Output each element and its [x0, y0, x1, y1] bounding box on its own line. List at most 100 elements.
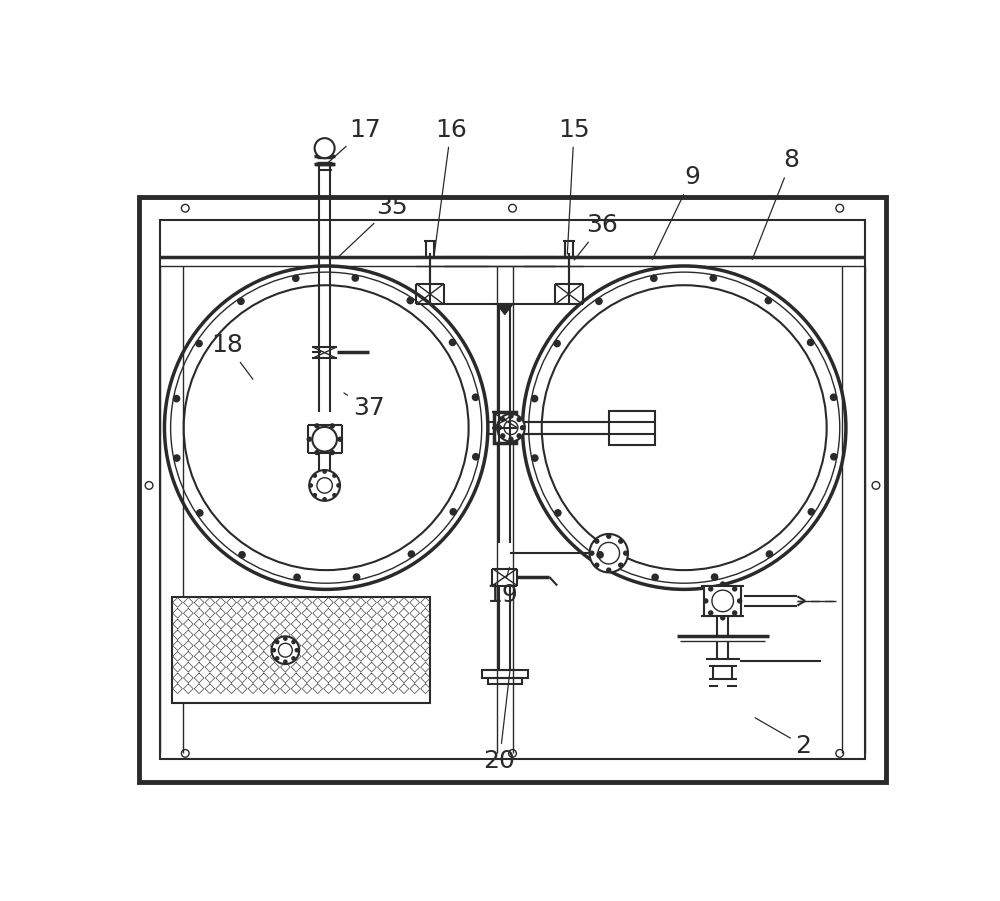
- Circle shape: [765, 296, 772, 305]
- Circle shape: [807, 339, 814, 346]
- Bar: [609, 411, 655, 444]
- Circle shape: [520, 425, 525, 431]
- Circle shape: [542, 286, 827, 570]
- Circle shape: [623, 551, 628, 556]
- Circle shape: [351, 274, 359, 282]
- Circle shape: [554, 509, 562, 517]
- Circle shape: [292, 275, 300, 282]
- Text: 16: 16: [434, 118, 467, 254]
- Circle shape: [497, 414, 525, 441]
- Text: 9: 9: [652, 166, 700, 259]
- Text: 2: 2: [755, 718, 812, 758]
- Bar: [482, 670, 528, 678]
- Circle shape: [314, 450, 320, 455]
- Text: 20: 20: [483, 671, 515, 773]
- Circle shape: [237, 297, 245, 305]
- Circle shape: [606, 533, 611, 539]
- Circle shape: [606, 568, 611, 573]
- Circle shape: [271, 648, 276, 652]
- Circle shape: [184, 286, 469, 570]
- Circle shape: [408, 551, 415, 558]
- Bar: [488, 678, 522, 684]
- Circle shape: [330, 423, 335, 429]
- Bar: [704, 586, 741, 616]
- Circle shape: [173, 454, 181, 462]
- Circle shape: [720, 615, 725, 621]
- Circle shape: [309, 470, 340, 501]
- Circle shape: [173, 395, 180, 403]
- Bar: [172, 597, 430, 704]
- Circle shape: [337, 436, 343, 441]
- Circle shape: [164, 266, 488, 589]
- Circle shape: [336, 483, 341, 487]
- Circle shape: [308, 483, 313, 487]
- Circle shape: [508, 414, 514, 419]
- Circle shape: [312, 427, 337, 451]
- Circle shape: [472, 453, 480, 460]
- Text: 8: 8: [752, 149, 799, 259]
- Circle shape: [594, 562, 599, 568]
- Circle shape: [332, 493, 337, 497]
- Circle shape: [508, 436, 514, 441]
- Circle shape: [708, 587, 713, 592]
- Circle shape: [291, 640, 296, 644]
- Circle shape: [500, 433, 505, 439]
- Circle shape: [330, 450, 335, 455]
- Text: 35: 35: [339, 195, 407, 257]
- Circle shape: [295, 648, 299, 652]
- Circle shape: [275, 640, 279, 644]
- Bar: [139, 196, 886, 782]
- Circle shape: [553, 340, 561, 348]
- Circle shape: [711, 573, 718, 581]
- Circle shape: [720, 581, 725, 587]
- Circle shape: [766, 551, 773, 558]
- Circle shape: [497, 425, 502, 431]
- Circle shape: [449, 339, 456, 346]
- Circle shape: [472, 394, 479, 401]
- Circle shape: [830, 394, 837, 401]
- Circle shape: [516, 417, 522, 423]
- Bar: [160, 220, 865, 759]
- Circle shape: [596, 551, 604, 559]
- Bar: [494, 413, 516, 443]
- Circle shape: [531, 454, 539, 462]
- Circle shape: [195, 340, 203, 348]
- Circle shape: [307, 436, 312, 441]
- Circle shape: [238, 551, 246, 559]
- Circle shape: [830, 453, 838, 460]
- Circle shape: [283, 636, 288, 641]
- Circle shape: [332, 473, 337, 478]
- Circle shape: [650, 275, 658, 282]
- Text: 37: 37: [344, 393, 384, 421]
- Circle shape: [618, 539, 623, 544]
- Text: 15: 15: [558, 118, 590, 254]
- Circle shape: [732, 587, 737, 592]
- Circle shape: [737, 598, 742, 604]
- Circle shape: [275, 656, 279, 660]
- Circle shape: [708, 610, 713, 615]
- Circle shape: [589, 551, 595, 556]
- Polygon shape: [497, 305, 512, 314]
- Circle shape: [313, 493, 317, 497]
- Text: 19: 19: [486, 568, 518, 606]
- Circle shape: [590, 534, 628, 572]
- Circle shape: [807, 508, 815, 515]
- Circle shape: [531, 395, 538, 403]
- Circle shape: [315, 138, 335, 159]
- Circle shape: [449, 508, 457, 515]
- Circle shape: [291, 656, 296, 660]
- Circle shape: [314, 423, 320, 429]
- Circle shape: [516, 433, 522, 439]
- Text: 36: 36: [574, 214, 618, 260]
- Circle shape: [271, 636, 299, 664]
- Text: 18: 18: [212, 333, 253, 379]
- Circle shape: [500, 417, 505, 423]
- Circle shape: [618, 562, 623, 568]
- Circle shape: [703, 598, 708, 604]
- Circle shape: [523, 266, 846, 589]
- Circle shape: [709, 274, 717, 282]
- Circle shape: [196, 509, 204, 517]
- Circle shape: [594, 539, 599, 544]
- Text: 17: 17: [328, 118, 381, 162]
- Circle shape: [732, 610, 737, 615]
